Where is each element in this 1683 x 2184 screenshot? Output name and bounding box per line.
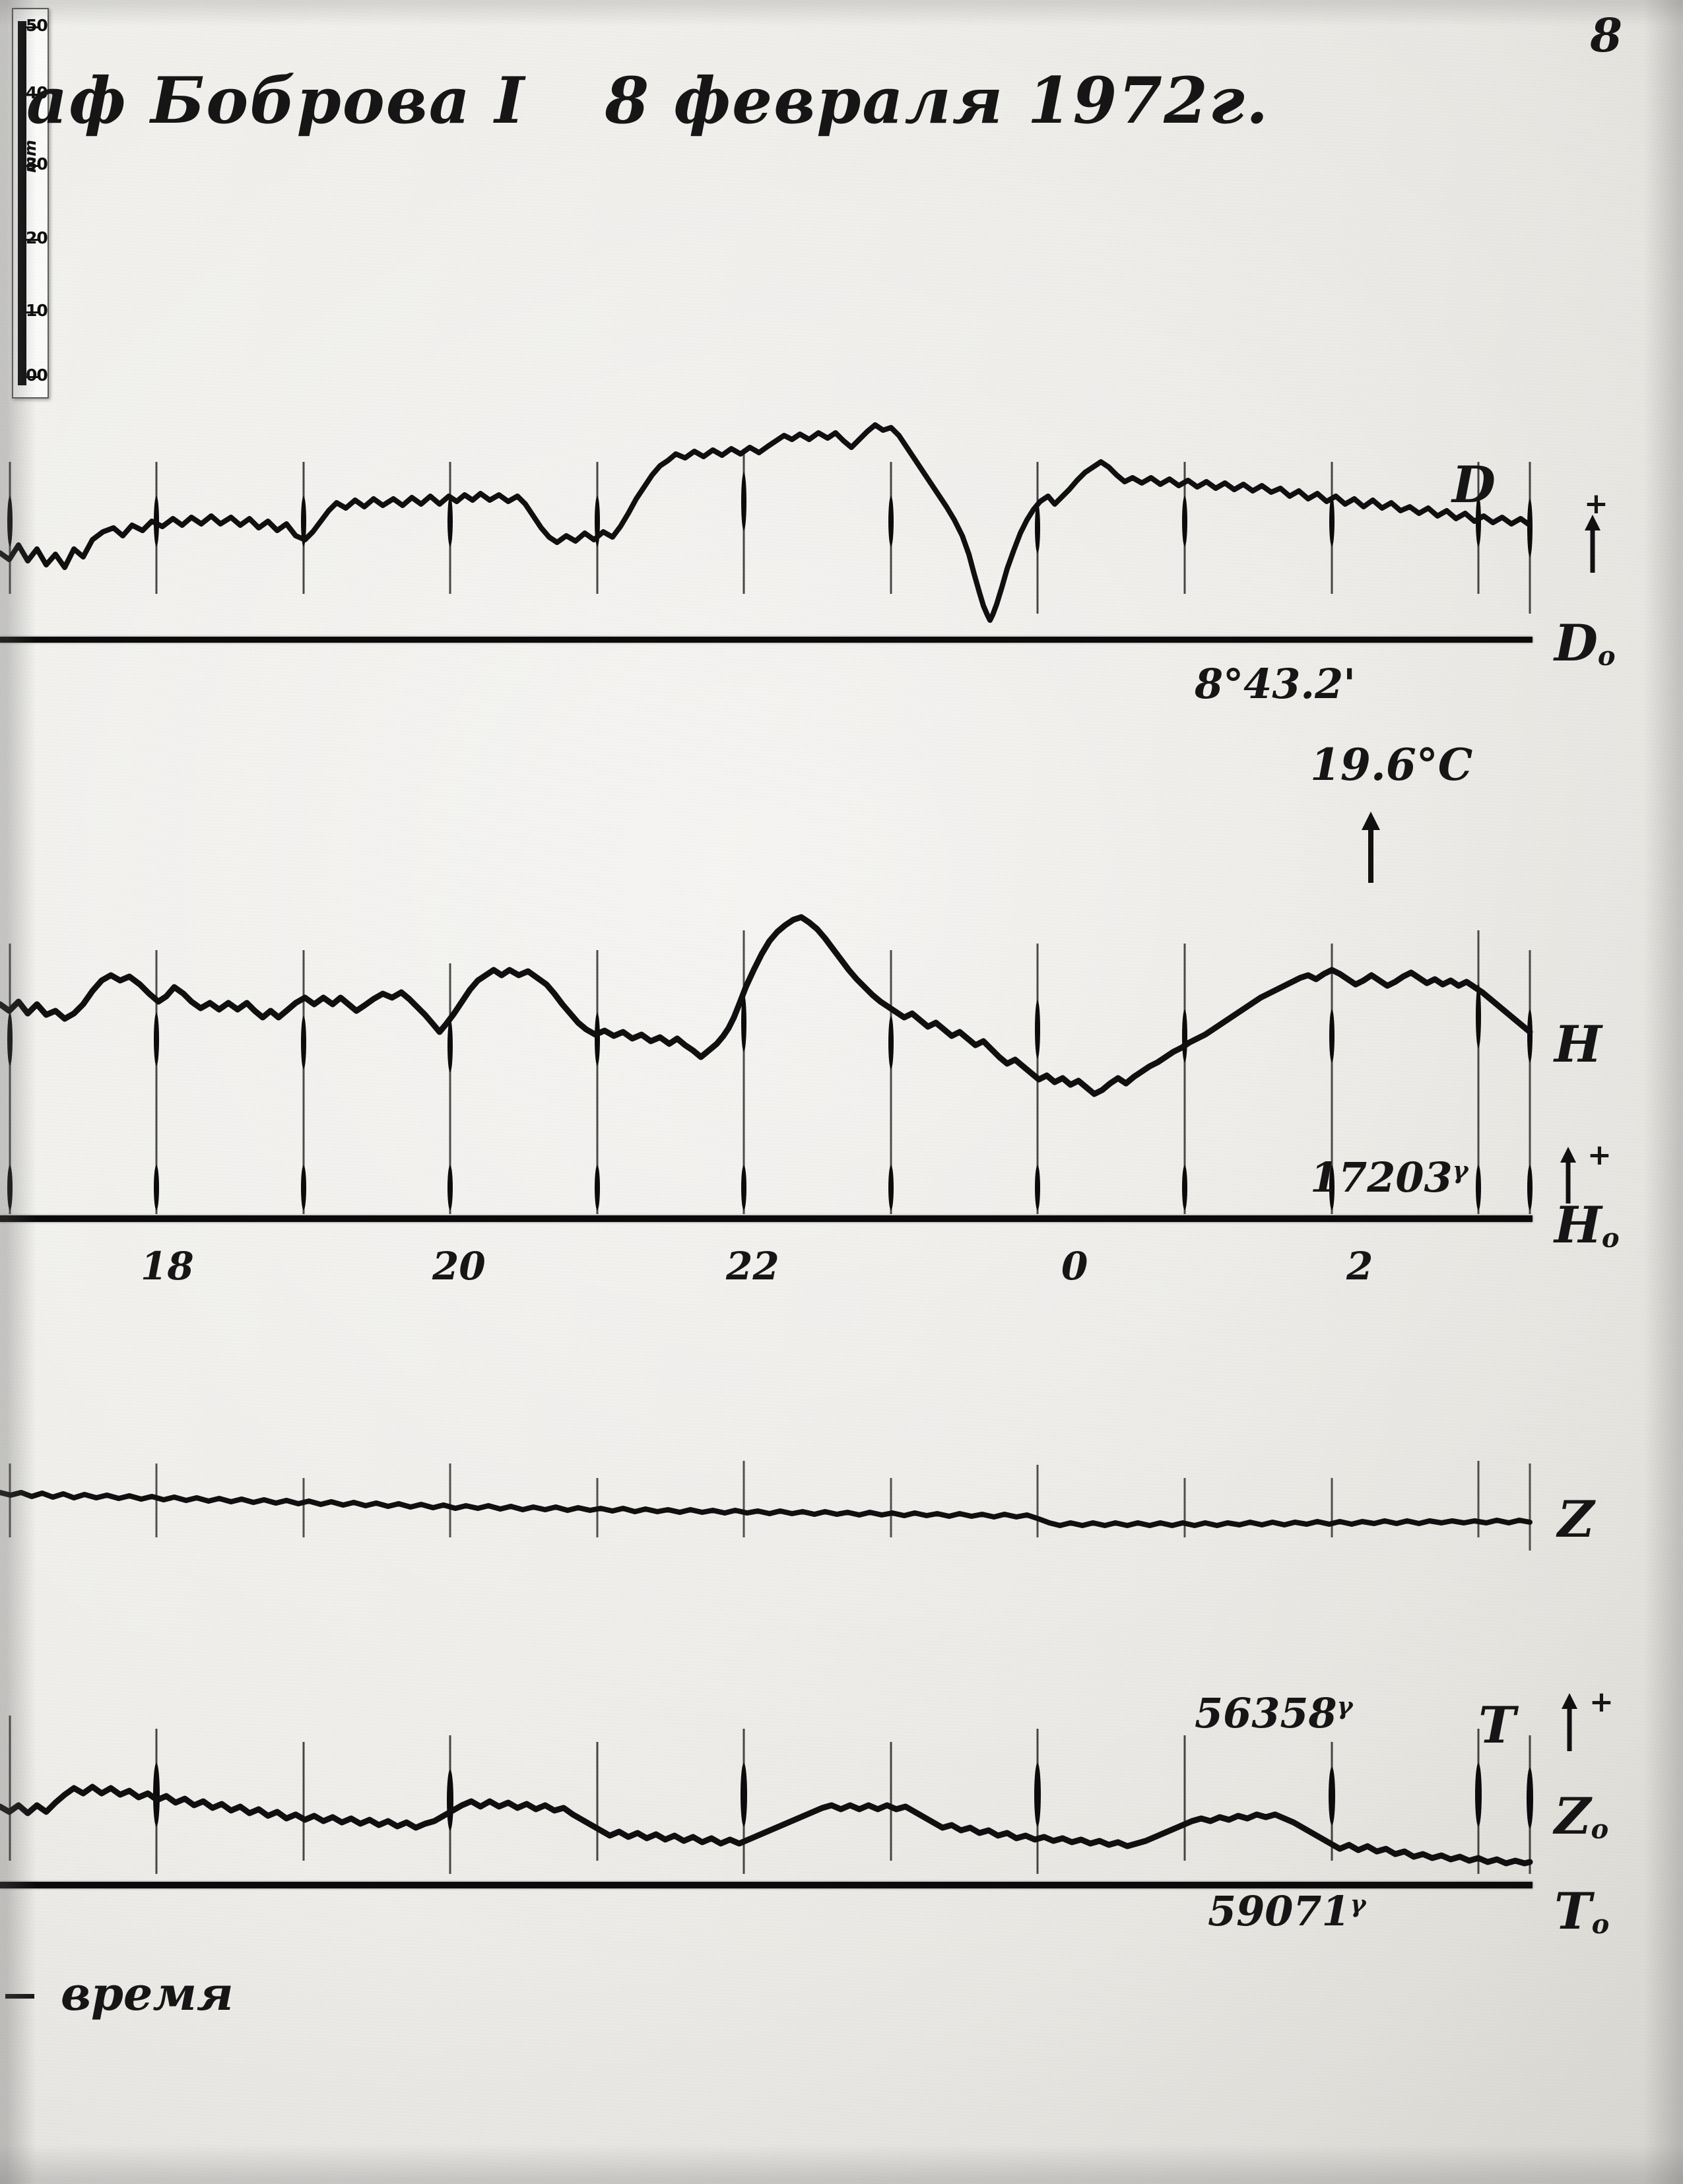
ruler-tick-30 [26, 165, 38, 167]
h-trace-line [0, 914, 1533, 1097]
ruler-label-40: 40 [26, 83, 48, 102]
ruler-tick-40 [26, 94, 38, 96]
hour-label-22: 22 [726, 1244, 779, 1289]
ruler-tick-20 [26, 239, 38, 241]
z-curve-label: Z [1558, 1490, 1595, 1549]
h-polarity-arrow-icon [1560, 1147, 1576, 1204]
hour-label-18: 18 [141, 1244, 194, 1289]
h-baseline-value: 17203γ [1310, 1153, 1468, 1202]
d-hour-tick-blobs [7, 472, 1533, 557]
h-curve-label: H [1554, 1015, 1602, 1074]
d-polarity-arrow-icon [1585, 515, 1600, 573]
h-zero-baseline [0, 1215, 1533, 1222]
d-hour-ticks [9, 449, 1531, 614]
t-trace-line [0, 1783, 1533, 1867]
page-title-station: аф Боброва I [26, 63, 526, 138]
d-trace-svg [0, 422, 1533, 623]
temperature-arrow-icon [1362, 812, 1380, 883]
ruler-label-10: 10 [26, 301, 48, 320]
t-polarity-arrow-icon [1562, 1693, 1577, 1751]
t-zero-baseline [0, 1882, 1533, 1888]
h-hour-ticks [9, 930, 1531, 1214]
z-trace-line [0, 1490, 1533, 1528]
ruler-tick-10 [26, 311, 38, 313]
t-curve-label: T [1478, 1696, 1516, 1754]
temperature-value: 19.6°C [1310, 739, 1473, 790]
t-trace-svg [0, 1716, 1533, 1874]
h-trace-svg [0, 914, 1533, 1214]
t0-baseline-label: To [1554, 1882, 1610, 1941]
t0-baseline-value: 59071γ [1208, 1887, 1366, 1935]
page-title: аф Боброва I 8 февраля 1972г. [26, 63, 1269, 138]
time-axis-label: время [61, 1966, 234, 2021]
page-number: 8 [1590, 8, 1622, 63]
t-peak-value: 56358γ [1195, 1689, 1353, 1737]
h-polarity-plus: + [1587, 1138, 1612, 1172]
t-hour-tick-blobs [153, 1763, 1533, 1830]
z-hour-ticks [9, 1461, 1531, 1551]
d-polarity-plus: + [1584, 487, 1608, 521]
h-panel: 19.6°C [0, 739, 1683, 1254]
ruler-label-50: 50 [26, 16, 48, 35]
hour-label-0: 0 [1061, 1244, 1088, 1289]
d-baseline-value: 8°43.2' [1195, 660, 1356, 708]
ruler-tick-00 [26, 376, 38, 378]
hour-label-20: 20 [432, 1244, 486, 1289]
ruler-label-00: 00 [26, 366, 48, 385]
mm-scale-ruler: 50 40 30 mm 20 10 00 [12, 8, 49, 399]
h-hour-tick-blobs [7, 984, 1533, 1210]
d-zero-baseline [0, 637, 1533, 643]
z-trace-svg [0, 1461, 1533, 1551]
time-axis-dash [5, 1994, 34, 1999]
page-title-date: 8 февраля 1972г. [605, 63, 1270, 138]
d-baseline-label: Do [1554, 614, 1616, 672]
t-polarity-plus: + [1589, 1685, 1614, 1719]
ruler-label-30: 30 [26, 154, 48, 174]
z-panel: Z [0, 1452, 1683, 1597]
d-curve-label: D [1452, 455, 1496, 514]
d-panel: D Do + 8°43.2' [0, 0, 1683, 708]
ruler-label-20: 20 [26, 228, 48, 247]
d-trace-line [0, 422, 1533, 623]
ruler-bar [18, 21, 26, 385]
hour-label-2: 2 [1346, 1244, 1373, 1289]
z-baseline-label: Zo [1554, 1787, 1609, 1846]
t-panel: 56358γ T + [0, 1685, 1683, 1973]
h-baseline-label: Ho [1554, 1196, 1620, 1254]
t-hour-ticks [9, 1716, 1531, 1874]
ruler-tick-50 [26, 26, 38, 28]
